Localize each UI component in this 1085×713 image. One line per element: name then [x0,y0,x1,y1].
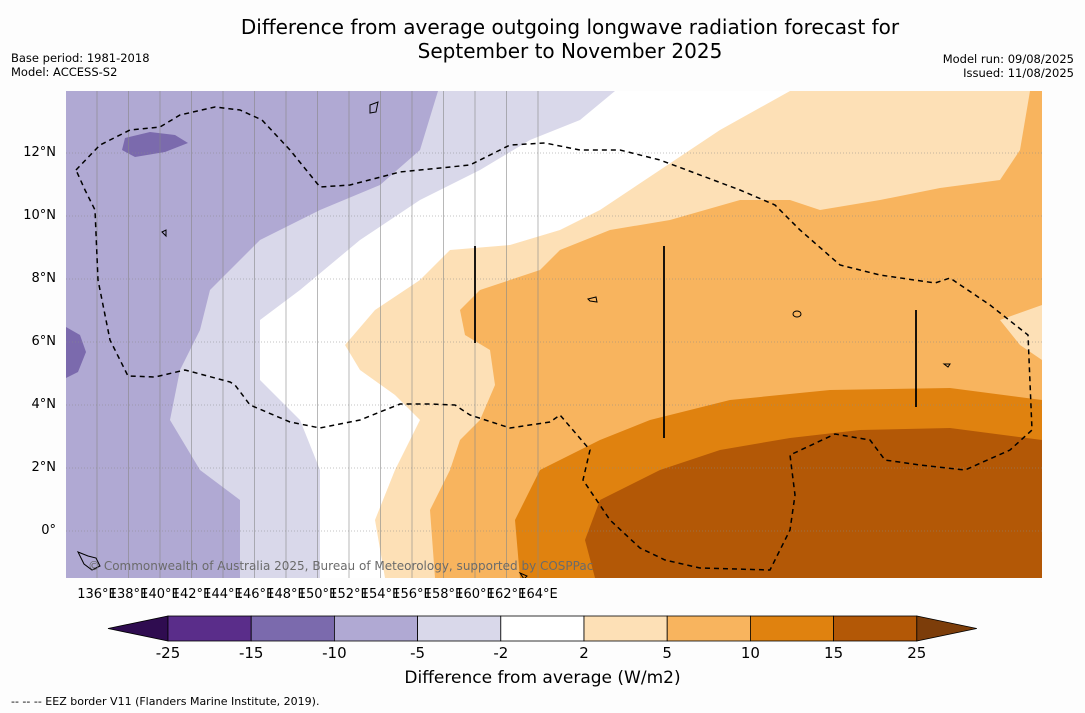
colorbar-tick-label: -5 [410,644,426,662]
x-tick-label: 138°E [108,587,149,602]
x-tick-label: 162°E [486,587,527,602]
colorbar-segment [750,615,835,642]
issued-text: Issued: 11/08/2025 [963,66,1074,80]
x-tick-label: 160°E [455,587,495,602]
colorbar-segment [833,615,918,642]
colorbar-extend-high [916,615,977,642]
eez-footnote: -- -- -- EEZ border V11 (Flanders Marine… [11,695,320,708]
colorbar-segment [333,615,418,642]
copyright-notice: © Commonwealth of Australia 2025, Bureau… [88,559,594,573]
x-tick-label: 152°E [329,587,369,602]
colorbar-segment [666,615,751,642]
x-tick-label: 158°E [423,587,464,602]
colorbar-tick-label: -25 [155,644,181,662]
colorbar-tick-label: 2 [579,644,589,662]
x-tick-label: 164°E [518,587,558,602]
vertical-markers [474,246,917,438]
y-tick-label: 10°N [23,208,56,223]
map-plot-area [66,91,1042,578]
y-tick-label: 2°N [31,460,57,475]
colorbar [107,615,977,642]
model-run-text: Model run: 09/08/2025 [942,52,1074,66]
colorbar-tick-label: 25 [907,644,927,662]
x-tick-label: 136°E [77,587,117,602]
y-tick-label: 12°N [23,145,56,160]
map-title-line-1: Difference from average outgoing longwav… [240,15,900,39]
y-tick-label: 4°N [31,397,57,412]
model-run-info: Model run: 09/08/2025 Issued: 11/08/2025 [943,52,1074,80]
x-tick-label: 146°E [234,587,275,602]
colorbar-title: Difference from average (W/m2) [404,668,681,688]
colorbar-tick-label: 5 [662,644,672,662]
x-tick-label: 148°E [266,587,306,602]
y-tick-label: 6°N [31,334,57,349]
map-title-line-2: September to November 2025 [417,39,723,63]
y-tick-label: 0° [41,523,56,538]
map-title: Difference from average outgoing longwav… [170,15,970,63]
colorbar-segment [167,615,252,642]
base-period-text: Base period: 1981-2018 [11,51,150,65]
y-tick-label: 8°N [31,271,57,286]
model-text: Model: ACCESS-S2 [11,65,118,79]
colorbar-tick-label: 15 [824,644,844,662]
base-period-info: Base period: 1981-2018 Model: ACCESS-S2 [11,51,150,79]
colorbar-tick-label: 10 [740,644,760,662]
eez-border [75,106,1033,571]
x-tick-label: 150°E [297,587,338,602]
x-tick-label: 142°E [171,587,212,602]
grid-lines [66,91,1042,578]
colorbar-tick-label: -10 [322,644,347,662]
colorbar-segment [583,615,668,642]
x-tick-label: 154°E [360,587,401,602]
colorbar-segment [250,615,335,642]
x-tick-label: 156°E [392,587,432,602]
colorbar-tick-label: -15 [238,644,264,662]
x-tick-label: 144°E [203,587,243,602]
band-15-to-25 [585,428,1042,578]
colorbar-segment [417,615,502,642]
band-minus-15-patch-west [66,327,86,378]
islands [76,101,951,578]
colorbar-tick-label: -2 [493,644,509,662]
colorbar-segment [500,615,585,642]
band-minus-15-patch-north [122,132,188,157]
x-tick-label: 140°E [140,587,180,602]
colorbar-extend-low [107,615,169,642]
